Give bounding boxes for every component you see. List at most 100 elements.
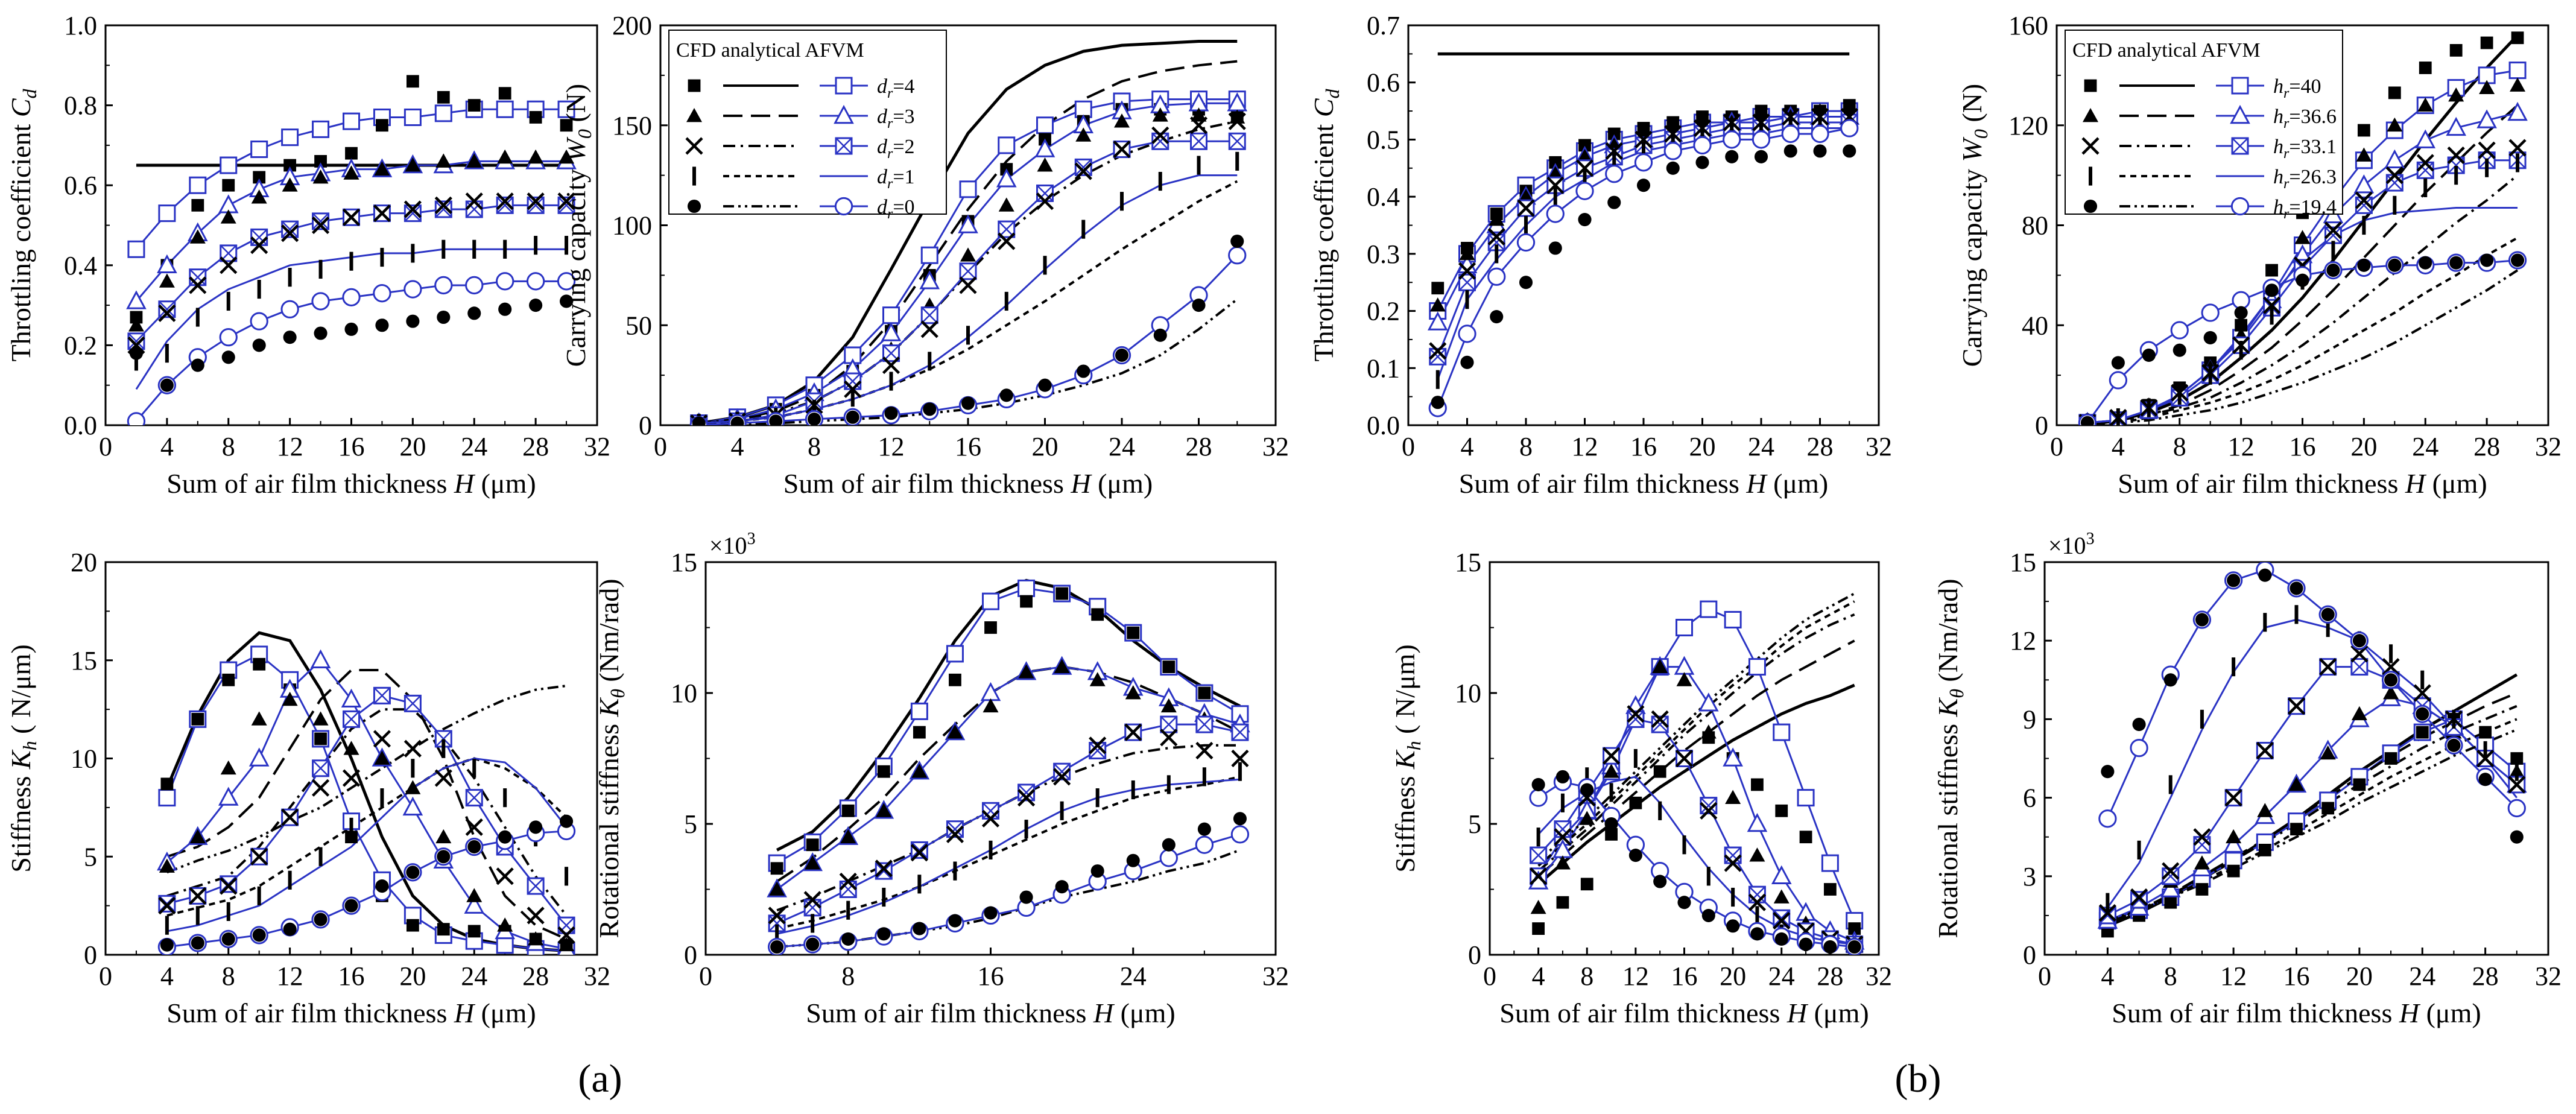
x-tick-label: 0 xyxy=(2050,432,2063,461)
legend: CFD analytical AFVMhr=40hr=36.6hr=33.1hr… xyxy=(2065,30,2343,222)
cfd-point xyxy=(2111,356,2125,370)
y-tick-label: 200 xyxy=(612,11,652,40)
cfd-point xyxy=(2287,697,2306,715)
cfd-point xyxy=(2387,117,2403,132)
cfd-point xyxy=(1055,587,1069,600)
legend-label-sub: r xyxy=(887,206,893,222)
cfd-point xyxy=(1229,109,1245,124)
cfd-point xyxy=(160,777,174,791)
marker-cross xyxy=(1190,133,1207,150)
afvm-point xyxy=(1575,182,1594,200)
cfd-point xyxy=(2478,773,2492,786)
cfd-point xyxy=(411,244,415,263)
cfd-point xyxy=(253,657,266,671)
analytical-line-5 xyxy=(698,298,1238,425)
analytical-line-1 xyxy=(2087,34,2519,425)
afvm-point xyxy=(434,730,452,748)
cfd-point xyxy=(2479,80,2495,94)
cfd-point xyxy=(1799,831,1812,844)
cfd-point xyxy=(1730,118,1734,138)
x-axis-label-unit: (μm) xyxy=(2425,468,2487,499)
cfd-point xyxy=(1549,156,1562,169)
marker-cross xyxy=(844,373,861,390)
afvm-point xyxy=(2098,809,2117,828)
cfd-point xyxy=(1700,124,1704,144)
analytical-line-1 xyxy=(698,40,1238,425)
y-tick-label: 0 xyxy=(1468,940,1481,970)
chart-a4: 0 8 16 24 32 0 5 10 15 Sum of air film thickness … xyxy=(593,530,1289,1028)
afvm-point xyxy=(1074,100,1092,118)
cfd-point xyxy=(503,239,507,259)
x-axis-label: Sum of air film thickness H (μm) xyxy=(1459,468,1828,499)
afvm-point xyxy=(465,276,484,295)
afvm-point xyxy=(465,789,483,807)
cfd-point xyxy=(134,352,138,371)
y-axis-label-text: Throttling coefficient xyxy=(5,117,36,361)
afvm-point xyxy=(1752,130,1771,149)
y-axis-label-text: Carrying capacity xyxy=(1957,162,1987,367)
cfd-point xyxy=(1228,112,1246,130)
cfd-point xyxy=(226,902,230,921)
afvm-point xyxy=(2109,371,2128,390)
legend-cfd-marker xyxy=(685,137,703,155)
cfd-point xyxy=(1197,156,1201,175)
marker-cross xyxy=(435,201,452,218)
cfd-point xyxy=(2516,153,2520,172)
cfd-point xyxy=(966,326,970,345)
cfd-point xyxy=(1578,212,1592,227)
cfd-point xyxy=(1755,906,1759,925)
chart-b1: 0 4 8 12 16 20 24 28 32 0.0 0.1 0.2 0.3 0.4 0.5 0.6 0.7 S… xyxy=(1308,11,1892,499)
cfd-point xyxy=(222,179,235,192)
marker-cross xyxy=(1651,716,1669,733)
x-tick-label: 20 xyxy=(399,432,426,461)
analytical-line-1 xyxy=(1537,683,1855,885)
cfd-point xyxy=(527,907,545,925)
plot-frame xyxy=(704,561,1277,956)
y-tick-label: 0 xyxy=(84,940,97,970)
afvm-point xyxy=(527,877,545,895)
cfd-point xyxy=(528,931,544,946)
marker-cross xyxy=(2386,174,2404,191)
x-axis-label-var: H xyxy=(1786,998,1809,1028)
cfd-point xyxy=(159,858,175,873)
cfd-point xyxy=(1813,144,1827,158)
y-tick-label: 20 xyxy=(71,548,97,577)
cfd-point xyxy=(2510,752,2524,765)
x-axis-label-var: H xyxy=(2399,998,2421,1028)
cfd-point xyxy=(2352,634,2366,648)
cfd-point xyxy=(805,855,821,870)
cfd-point xyxy=(380,247,384,267)
legend-label-var: d xyxy=(877,196,888,218)
cfd-point xyxy=(1053,768,1071,786)
x-tick-label: 16 xyxy=(955,432,981,461)
cfd-point xyxy=(343,741,359,755)
x-tick-label: 24 xyxy=(461,432,487,461)
y-tick-label: 3 xyxy=(2023,862,2036,891)
cfd-point xyxy=(1724,854,1742,872)
marker-cross xyxy=(982,802,999,820)
marker-cross xyxy=(527,878,545,894)
cfd-point xyxy=(2265,283,2279,297)
marker-cross xyxy=(1036,185,1054,202)
x-tick-label: 16 xyxy=(338,432,365,461)
cfd-point xyxy=(1435,370,1440,389)
x-tick-label: 16 xyxy=(338,961,365,991)
cfd-point xyxy=(959,276,977,294)
legend-label-sub: r xyxy=(887,116,893,131)
x-tick-label: 24 xyxy=(2409,961,2435,991)
cfd-point xyxy=(999,388,1013,402)
cfd-point xyxy=(2417,97,2434,112)
cfd-point xyxy=(466,888,483,902)
cfd-point xyxy=(770,940,784,954)
afvm-point xyxy=(2223,834,2244,853)
cfd-point xyxy=(984,906,998,920)
cfd-point xyxy=(1677,896,1691,910)
x-axis-label-var: H xyxy=(454,998,476,1028)
cfd-point xyxy=(467,99,481,112)
cfd-point xyxy=(841,932,855,946)
x-tick-label: 12 xyxy=(1622,961,1649,991)
x-tick-label: 8 xyxy=(222,961,235,991)
cfd-point xyxy=(1609,783,1613,802)
